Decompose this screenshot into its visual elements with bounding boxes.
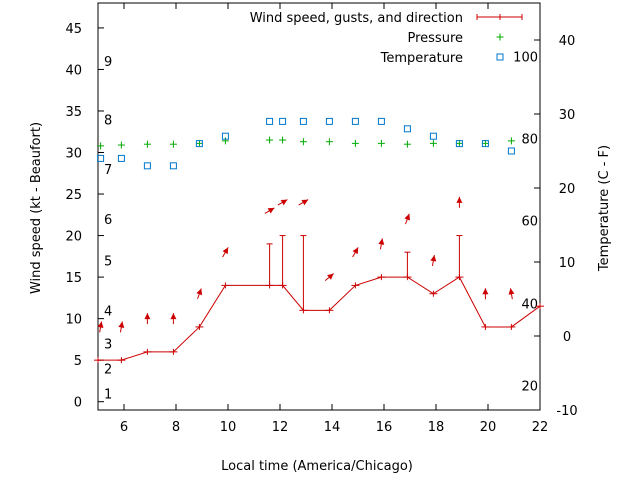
wind-direction-arrowhead [267,207,275,214]
x-axis-label: Local time (America/Chicago) [221,459,413,474]
beaufort-tick-label: 5 [104,254,112,269]
wind-speed-line [98,276,541,361]
y-left-tick-label: 25 [65,188,82,203]
beaufort-tick-label: 2 [104,362,112,377]
legend-label: Pressure [407,31,463,46]
y-right-tick-label: 10 [559,256,576,271]
temperature-point [429,132,437,140]
wind-direction-arrowhead [144,313,151,320]
temperature-point [97,154,105,162]
beaufort-tick-label: 9 [104,55,112,70]
y-left-tick-label: 0 [74,396,82,411]
y-right-tick-label: 40 [559,34,576,49]
y-left-tick-label: 30 [65,147,82,162]
fahrenheit-tick-label: 20 [521,380,538,395]
temperature-point [351,117,359,125]
temperature-point [507,147,515,155]
temperature-point [143,162,151,170]
y-right-tick-label: 0 [563,330,571,345]
wind-direction-arrowhead [404,213,411,221]
y-left-tick-label: 40 [65,63,82,78]
fahrenheit-tick-label: 80 [521,132,538,147]
x-tick-label: 8 [172,420,180,435]
temperature-point [266,117,274,125]
temperature-point [481,140,489,148]
y-axis-label-left: Wind speed (kt - Beaufort) [29,122,44,294]
y-left-tick-label: 20 [65,230,82,245]
temperature-point [195,140,203,148]
wind-direction-arrowhead [378,238,385,245]
legend-label: Temperature [380,51,463,66]
temperature-point [221,132,229,140]
fahrenheit-tick-label: 60 [521,215,538,230]
wind-direction-arrowhead [118,321,125,328]
y-left-tick-label: 15 [65,271,82,286]
y-left-tick-label: 5 [74,354,82,369]
fahrenheit-tick-label: 100 [513,50,538,65]
wind-direction-arrowhead [482,288,489,295]
wind-direction-arrowhead [327,273,334,280]
wind-direction-arrowhead [508,288,515,295]
wind-direction-arrowhead [222,247,229,255]
wind-direction-arrowhead [456,196,463,203]
y-left-tick-label: 45 [65,22,82,37]
beaufort-tick-label: 6 [104,213,112,228]
wind-direction-arrowhead [352,247,359,255]
x-tick-label: 18 [428,420,445,435]
x-tick-label: 12 [272,420,289,435]
wind-direction-arrowhead [301,199,309,206]
x-tick-label: 20 [480,420,497,435]
wind-direction-arrowhead [430,255,437,262]
beaufort-tick-label: 3 [104,338,112,353]
x-tick-label: 14 [324,420,341,435]
x-tick-label: 6 [120,420,128,435]
x-tick-label: 16 [376,420,393,435]
wind-direction-arrowhead [97,321,104,328]
temperature-point [117,154,125,162]
y-right-tick-label: 30 [559,108,576,123]
temperature-point [169,162,177,170]
beaufort-tick-label: 4 [104,304,112,319]
wind-direction-arrowhead [170,313,177,320]
y-axis-label-right: Temperature (C - F) [597,145,612,272]
y-right-tick-label: 20 [559,182,576,197]
plot-frame [97,2,541,411]
legend-temperature-marker [496,53,504,61]
temperature-point [455,140,463,148]
x-tick-label: 22 [532,420,549,435]
temperature-point [279,117,287,125]
legend-label: Wind speed, gusts, and direction [250,11,463,26]
y-right-tick-label: -10 [556,404,577,419]
temperature-point [299,117,307,125]
beaufort-tick-label: 7 [104,163,112,178]
temperature-point [325,117,333,125]
beaufort-tick-label: 1 [104,387,112,402]
temperature-point [377,117,385,125]
beaufort-tick-label: 8 [104,113,112,128]
fahrenheit-tick-label: 40 [521,297,538,312]
wind-direction-arrowhead [280,199,288,206]
temperature-point [403,125,411,133]
x-tick-label: 10 [220,420,237,435]
wind-direction-arrowhead [196,288,203,296]
y-left-tick-label: 35 [65,105,82,120]
y-left-tick-label: 10 [65,313,82,328]
